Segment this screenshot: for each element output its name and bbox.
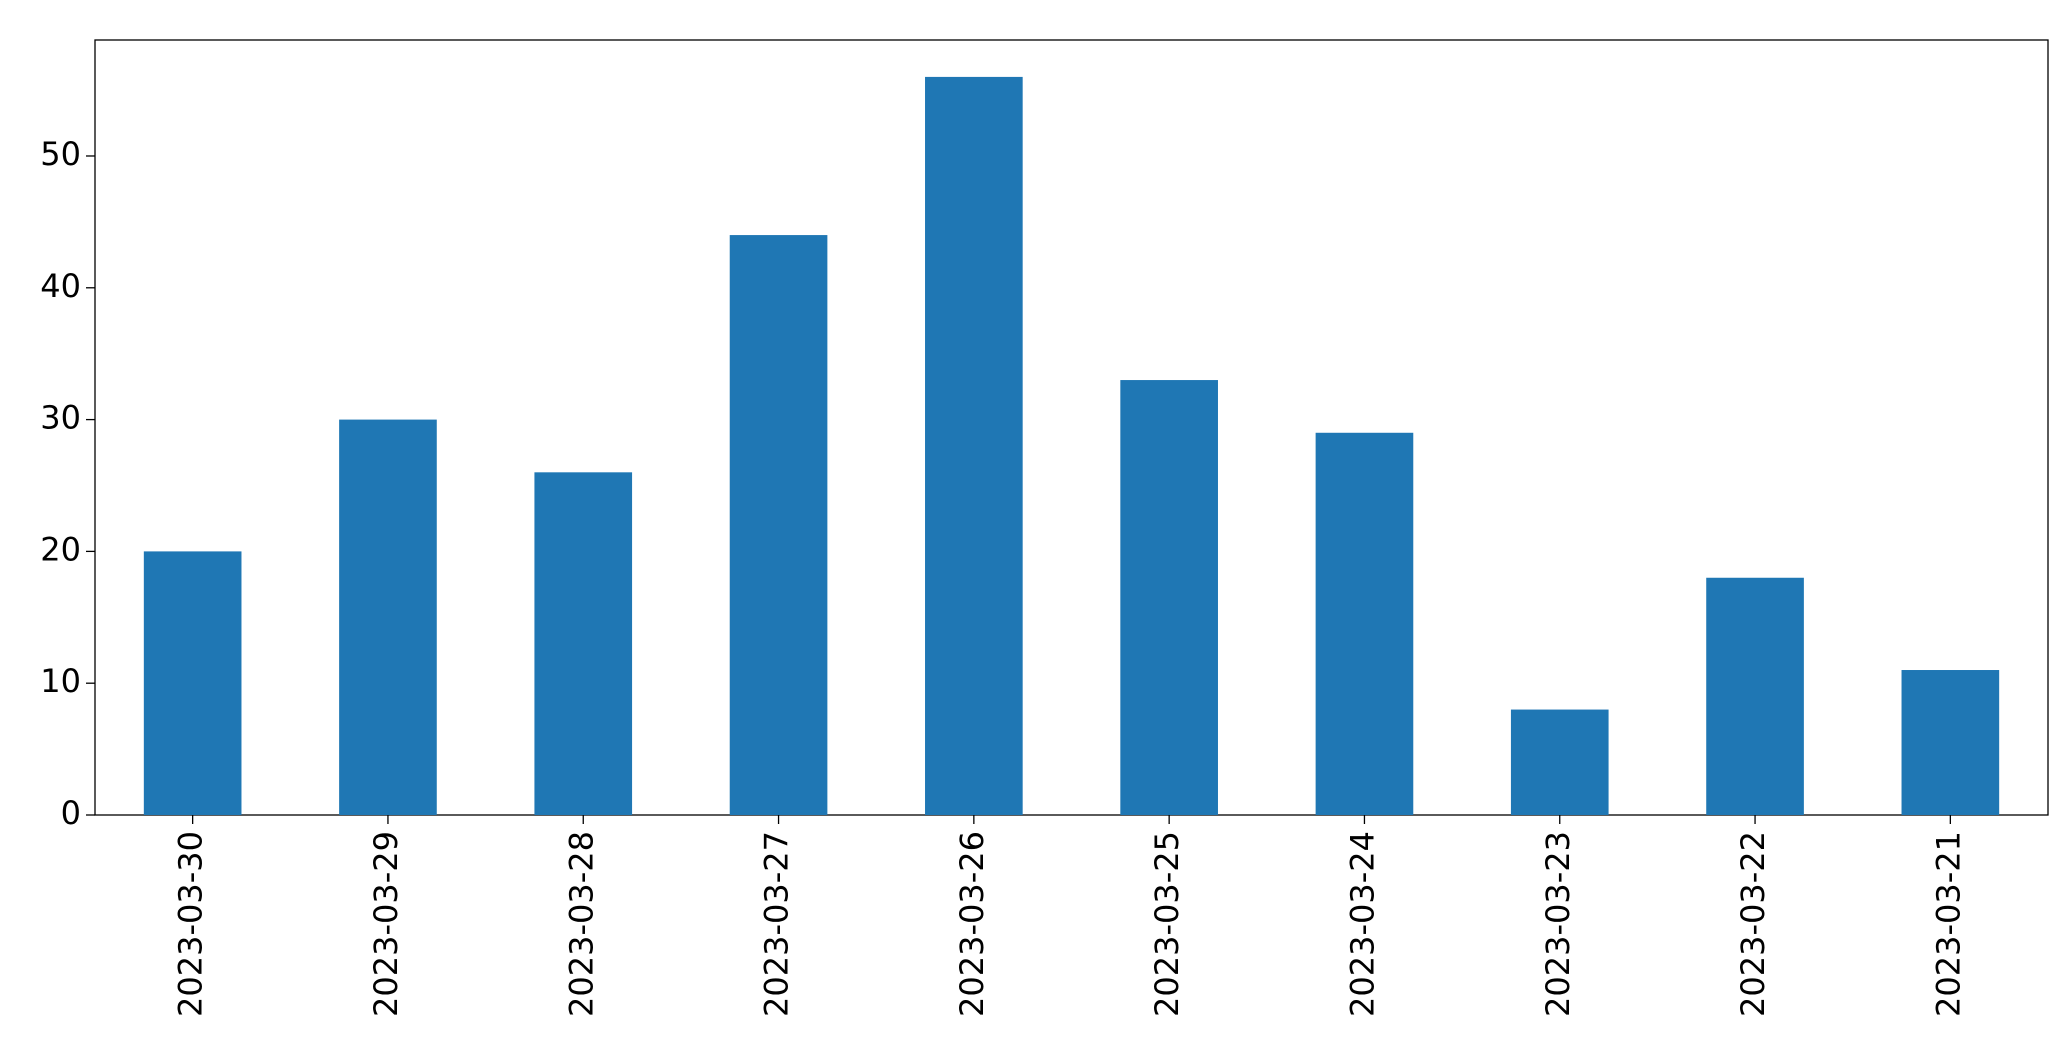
x-tick-label: 2023-03-24 [1343,831,1381,1017]
x-tick-label: 2023-03-29 [367,831,405,1017]
bar [339,419,437,815]
bar [729,235,828,816]
bar [1510,709,1609,815]
bar [1315,432,1414,815]
y-tick-label: 30 [40,399,81,437]
bar [143,551,242,815]
x-tick-label: 2023-03-30 [172,831,210,1017]
bar [925,76,1023,815]
x-tick-label: 2023-03-21 [1929,831,1967,1017]
x-tick-label: 2023-03-22 [1734,831,1772,1017]
y-tick-label: 40 [40,267,81,305]
x-tick-label: 2023-03-25 [1148,831,1186,1017]
x-tick-label: 2023-03-26 [953,831,991,1017]
x-tick-label: 2023-03-28 [562,831,600,1017]
bar [1901,670,2000,815]
y-tick-label: 50 [40,135,81,173]
y-tick-label: 0 [61,794,81,832]
x-tick-label: 2023-03-27 [758,831,796,1017]
x-tick-label: 2023-03-23 [1539,831,1577,1017]
plot-frame [94,39,2049,816]
bar [534,472,633,815]
y-tick-label: 20 [40,530,81,568]
bar [1120,380,1218,815]
bar [1706,577,1804,815]
y-tick-label: 10 [40,662,81,700]
